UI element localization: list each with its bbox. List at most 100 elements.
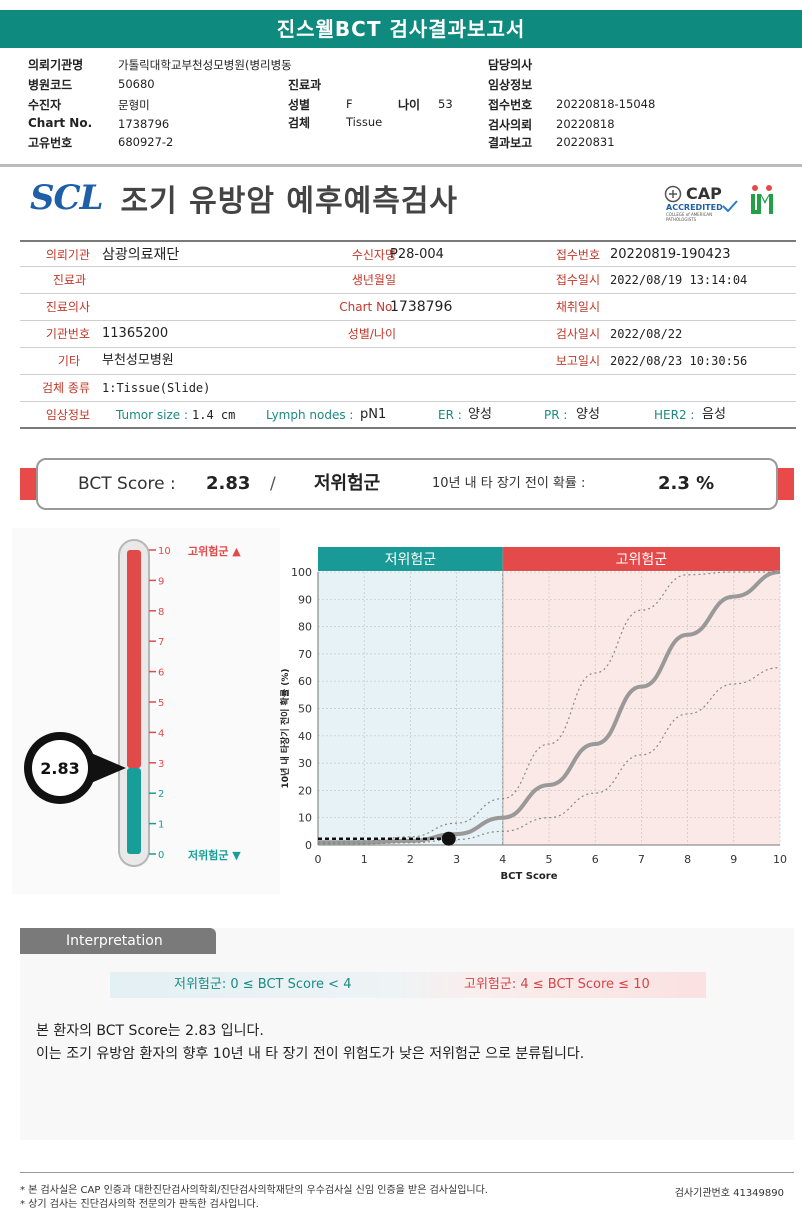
- chart-x-tick-label: 4: [499, 853, 506, 866]
- chart-y-tick-label: 60: [298, 675, 312, 688]
- age-label: 나이: [398, 98, 421, 112]
- chart-no-value: 1738796: [118, 117, 170, 131]
- patient-label: 수진자: [28, 98, 62, 112]
- footer-note: * 상기 검사는 진단검사의학 전문의가 판독한 검사입니다.: [20, 1199, 259, 1210]
- chart-y-tick-label: 0: [305, 839, 312, 852]
- details-row: 검체 종류 1:Tissue(Slide): [20, 375, 796, 402]
- gauge-high-fill: [127, 550, 141, 768]
- chart-y-tick-label: 30: [298, 757, 312, 770]
- interpretation-line: 본 환자의 BCT Score는 2.83 입니다.: [36, 1023, 264, 1039]
- her2-value: 음성: [702, 407, 726, 422]
- chart-x-tick-label: 0: [315, 853, 322, 866]
- metastasis-risk-chart: 저위험군 고위험군 0 10 20 30 40 50 60 70 80 90 100 0 1 2 3 4 5 6 7 8 9…: [279, 547, 787, 882]
- metastasis-prob-label: 10년 내 타 장기 전이 확률 :: [432, 476, 586, 491]
- footer-notes: * 본 검사실은 CAP 인증과 대한진단검사의학회/진단검사의학재단의 우수검…: [20, 1184, 488, 1212]
- hospital-code-value: 50680: [118, 77, 155, 91]
- chart-y-tick-label: 90: [298, 593, 312, 606]
- details-row: 기타 부천성모병원 보고일시 2022/08/23 10:30:56: [20, 348, 796, 375]
- result-date-value: 20220831: [556, 135, 615, 149]
- divider: [0, 164, 802, 167]
- doctor-label: 담당의사: [488, 58, 533, 72]
- gauge-tick-label: 0: [158, 850, 164, 861]
- patient-value: 문형미: [118, 98, 150, 112]
- detail-label: 진료과: [52, 273, 86, 287]
- gauge-low-fill: [127, 767, 141, 854]
- brand-row: SCL 조기 유방암 예후예측검사: [30, 178, 459, 219]
- chart-x-tick-label: 6: [592, 853, 599, 866]
- clinical-label: 임상정보: [488, 78, 533, 92]
- footer-divider: [20, 1172, 794, 1173]
- gauge-value-label: 2.83: [40, 759, 79, 778]
- gauge-tick-label: 5: [158, 698, 164, 709]
- interpretation-panel: [20, 928, 794, 1140]
- report-title: 조기 유방암 예후예측검사: [120, 184, 459, 219]
- unique-no-label: 고유번호: [28, 136, 73, 150]
- details-row: 진료의사 Chart No. 1738796 채취일시: [20, 294, 796, 321]
- chart-zone-label: 고위험군: [616, 552, 668, 568]
- pr-value: 양성: [576, 407, 600, 422]
- chart-y-tick-label: 40: [298, 730, 312, 743]
- her2-label: HER2 :: [654, 408, 695, 422]
- detail-label: 접수번호: [555, 248, 600, 262]
- er-label: ER :: [438, 408, 462, 422]
- unique-no-value: 680927-2: [118, 135, 174, 149]
- report-title-bar: 진스웰BCT 검사결과보고서: [0, 10, 802, 48]
- chart-zone-header: [502, 547, 780, 571]
- interpretation-text: 본 환자의 BCT Score는 2.83 입니다. 이는 조기 유방암 환자의…: [36, 1020, 584, 1066]
- detail-value: P28-004: [390, 247, 444, 262]
- detail-label: 임상정보: [45, 408, 90, 422]
- chart-zone-header: [318, 547, 503, 571]
- detail-label: 의뢰기관: [45, 248, 90, 262]
- detail-label: 보고일시: [555, 354, 600, 368]
- detail-label: 접수일시: [555, 273, 600, 287]
- chart-y-tick-label: 70: [298, 648, 312, 661]
- chart-series-line: [318, 570, 781, 845]
- detail-label: 생년월일: [351, 273, 396, 287]
- details-row: 진료과 생년월일 접수일시 2022/08/19 13:14:04: [20, 267, 796, 294]
- detail-value: 20220819-190423: [610, 247, 731, 262]
- checkmark-icon: [722, 200, 738, 212]
- interpretation-tab: Interpretation: [20, 928, 216, 954]
- detail-value: 2022/08/19 13:14:04: [610, 273, 748, 287]
- cap-text: CAP: [686, 184, 722, 203]
- detail-value: 1:Tissue(Slide): [102, 381, 211, 395]
- bct-score-label: BCT Score :: [78, 474, 176, 494]
- clinical-info-row: 임상정보 Tumor size : 1.4 cm Lymph nodes : p…: [20, 402, 796, 429]
- details-row: 의뢰기관 삼광의료재단 수신자명 P28-004 접수번호 20220819-1…: [20, 240, 796, 267]
- chart-x-tick-label: 8: [684, 853, 691, 866]
- high-risk-range: 고위험군: 4 ≤ BCT Score ≤ 10: [464, 977, 650, 992]
- gauge-tick-label: 1: [158, 820, 164, 831]
- gauge-tick-label: 3: [158, 759, 164, 770]
- risk-range-legend: 저위험군: 0 ≤ BCT Score < 4 고위험군: 4 ≤ BCT Sc…: [110, 972, 706, 998]
- pr-label: PR :: [544, 408, 568, 422]
- chart-y-tick-label: 100: [291, 566, 312, 579]
- detail-label: Chart No.: [339, 300, 396, 314]
- chart-y-tick-label: 10: [298, 812, 312, 825]
- cap-tiny-text: COLLEGE of AMERICAN PATHOLOGISTS: [666, 212, 713, 222]
- chart-x-tick-label: 1: [361, 853, 368, 866]
- lymph-nodes-value: pN1: [360, 407, 387, 422]
- detail-label: 검사일시: [555, 327, 600, 341]
- detail-value: 삼광의료재단: [102, 247, 180, 263]
- specimen-label: 검체: [288, 116, 311, 130]
- gauge-tick-label: 7: [158, 637, 164, 648]
- gauge-pointer-inner: [32, 739, 88, 796]
- tumor-size-value: 1.4 cm: [192, 408, 236, 422]
- lymph-nodes-label: Lymph nodes :: [266, 408, 354, 422]
- detail-label: 성별/나이: [347, 327, 396, 341]
- chart-x-tick-label: 10: [773, 853, 787, 866]
- result-date-label: 결과보고: [488, 136, 533, 150]
- gauge-low-label: 저위험군 ▼: [188, 848, 241, 862]
- score-summary-box: BCT Score : 2.83 / 저위험군 10년 내 타 장기 전이 확률…: [36, 458, 778, 510]
- detail-label: 진료의사: [45, 300, 90, 314]
- patient-info-block: 의뢰기관명 가톨릭대학교부천성모병원(병리병동 병원코드 50680 수진자 문…: [0, 56, 802, 160]
- detail-value: 2022/08/22: [610, 327, 683, 341]
- detail-label: 수신자명: [351, 248, 396, 262]
- chart-y-tick-label: 50: [298, 703, 312, 716]
- sex-value: F: [346, 97, 353, 111]
- details-grid: 의뢰기관 삼광의료재단 수신자명 P28-004 접수번호 20220819-1…: [20, 240, 796, 429]
- dept-label: 진료과: [288, 78, 322, 92]
- institution-number: 검사기관번호 41349890: [674, 1188, 784, 1199]
- sex-label: 성별: [288, 98, 311, 112]
- bct-score-value: 2.83: [206, 473, 251, 494]
